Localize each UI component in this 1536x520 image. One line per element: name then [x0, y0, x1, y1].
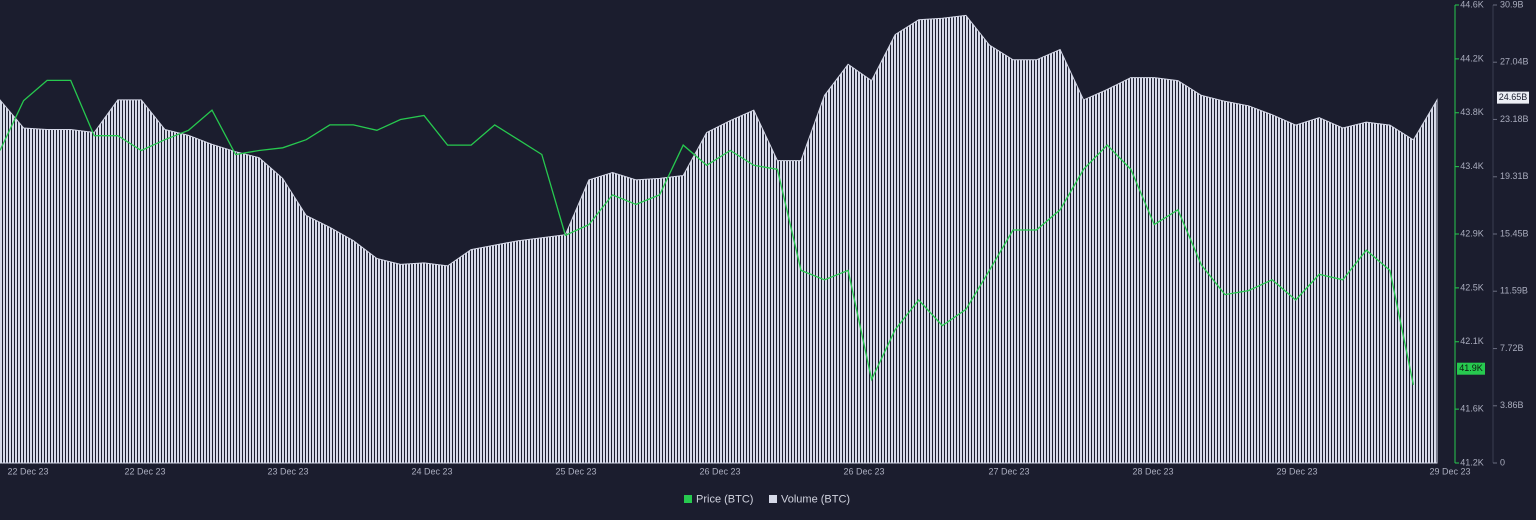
x-tick-label: 29 Dec 23 — [1276, 466, 1317, 476]
current-volume-badge — [1497, 91, 1529, 104]
x-tick-label: 26 Dec 23 — [699, 466, 740, 476]
y-tick-label: 44.2K — [1460, 53, 1484, 63]
x-tick-label: 22 Dec 23 — [7, 466, 48, 476]
price-line — [0, 79, 1415, 386]
y-tick-label: 41.2K — [1460, 457, 1484, 467]
legend-swatch — [684, 495, 692, 503]
y-tick-label: 42.5K — [1460, 282, 1484, 292]
y-tick-label: 44.6K — [1460, 0, 1484, 9]
y-tick-label: 43.8K — [1460, 107, 1484, 117]
current-volume-label: 24.65B — [1499, 92, 1528, 102]
y2-tick-label: 30.9B — [1500, 0, 1524, 9]
y2-tick-label: 3.86B — [1500, 400, 1524, 410]
y2-tick-label: 7.72B — [1500, 343, 1524, 353]
y-tick-label: 41.6K — [1460, 403, 1484, 413]
x-tick-label: 22 Dec 23 — [124, 466, 165, 476]
y2-tick-label: 27.04B — [1500, 57, 1529, 67]
current-price-badge — [1457, 362, 1485, 375]
x-tick-label: 29 Dec 23 — [1429, 466, 1470, 476]
y2-tick-label: 0 — [1500, 457, 1505, 467]
volume-area — [0, 14, 1438, 464]
x-tick-label: 25 Dec 23 — [555, 466, 596, 476]
current-price-label: 41.9K — [1459, 363, 1483, 373]
x-tick-label: 26 Dec 23 — [843, 466, 884, 476]
y2-tick-label: 11.59B — [1500, 286, 1528, 296]
legend-label: Volume (BTC) — [781, 493, 850, 505]
y2-tick-label: 19.31B — [1500, 171, 1529, 181]
legend-label: Price (BTC) — [696, 493, 753, 505]
x-tick-label: 28 Dec 23 — [1132, 466, 1173, 476]
y2-tick-label: 23.18B — [1500, 114, 1529, 124]
legend-swatch — [769, 495, 777, 503]
x-tick-label: 23 Dec 23 — [267, 466, 308, 476]
y-tick-label: 43.4K — [1460, 161, 1484, 171]
y2-tick-label: 15.45B — [1500, 228, 1529, 238]
y-tick-label: 42.9K — [1460, 228, 1484, 238]
x-tick-label: 24 Dec 23 — [411, 466, 452, 476]
y-tick-label: 42.1K — [1460, 336, 1484, 346]
x-tick-label: 27 Dec 23 — [988, 466, 1029, 476]
